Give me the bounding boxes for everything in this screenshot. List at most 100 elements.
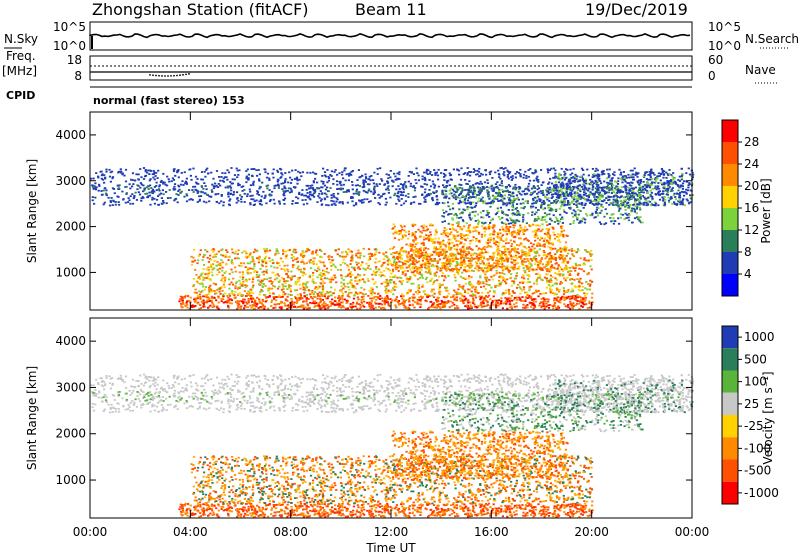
- data-cell: [399, 194, 402, 196]
- data-cell: [252, 298, 255, 300]
- data-cell: [461, 256, 464, 259]
- data-cell: [438, 306, 441, 308]
- data-cell: [412, 299, 415, 302]
- data-cell: [248, 253, 251, 256]
- data-cell: [283, 280, 286, 283]
- data-cell: [541, 269, 544, 271]
- data-cell: [367, 189, 370, 192]
- data-cell: [370, 287, 373, 289]
- data-cell: [128, 199, 131, 202]
- data-cell: [347, 273, 350, 276]
- data-cell: [547, 298, 550, 301]
- data-cell: [370, 255, 373, 257]
- data-cell: [582, 173, 585, 176]
- data-cell: [411, 296, 414, 299]
- data-cell: [155, 172, 158, 174]
- data-cell: [165, 191, 168, 193]
- data-cell: [557, 273, 561, 276]
- data-cell: [208, 195, 211, 198]
- data-cell: [221, 290, 224, 292]
- data-cell: [213, 249, 216, 251]
- data-cell: [346, 253, 349, 256]
- data-cell: [654, 178, 657, 181]
- data-cell: [534, 239, 537, 242]
- data-cell: [506, 174, 509, 176]
- data-cell: [463, 266, 466, 268]
- data-cell: [357, 303, 360, 305]
- data-cell: [529, 193, 532, 196]
- data-cell: [471, 239, 474, 242]
- data-cell: [361, 261, 364, 264]
- data-cell: [498, 263, 501, 265]
- data-cell: [309, 193, 312, 196]
- data-cell: [250, 198, 253, 201]
- data-cell: [264, 250, 267, 252]
- data-cell: [516, 267, 519, 270]
- data-cell: [462, 260, 465, 262]
- data-cell: [487, 294, 491, 297]
- data-cell: [489, 304, 492, 307]
- data-cell: [222, 295, 225, 297]
- data-cell: [510, 258, 513, 261]
- data-cell: [327, 204, 330, 207]
- data-cell: [369, 268, 372, 270]
- data-cell: [109, 171, 112, 174]
- data-cell: [574, 269, 577, 272]
- data-cell: [365, 177, 368, 180]
- data-cell: [256, 257, 259, 260]
- data-cell: [670, 174, 673, 176]
- data-cell: [402, 263, 405, 266]
- data-cell: [227, 305, 230, 308]
- data-cell: [374, 261, 377, 264]
- data-cell: [534, 298, 537, 300]
- data-cell: [174, 174, 177, 177]
- data-cell: [503, 265, 506, 268]
- data-cell: [295, 176, 299, 179]
- data-cell: [183, 171, 186, 174]
- data-cell: [272, 271, 275, 274]
- data-cell: [341, 202, 344, 205]
- data-cell: [545, 255, 548, 258]
- data-cell: [494, 186, 497, 189]
- data-cell: [552, 176, 555, 179]
- data-cell: [321, 285, 324, 288]
- data-cell: [292, 250, 295, 253]
- data-cell: [477, 259, 480, 262]
- data-cell: [419, 255, 422, 258]
- data-cell: [323, 270, 326, 272]
- data-cell: [269, 280, 272, 282]
- data-cell: [191, 189, 194, 191]
- data-cell: [514, 183, 517, 186]
- data-cell: [244, 266, 247, 268]
- data-cell: [272, 296, 275, 298]
- data-cell: [545, 286, 548, 289]
- data-cell: [331, 298, 334, 301]
- data-cell: [336, 253, 339, 256]
- data-cell: [299, 268, 302, 271]
- data-cell: [650, 195, 653, 198]
- data-cell: [290, 257, 293, 259]
- data-cell: [449, 228, 452, 230]
- data-cell: [472, 302, 475, 304]
- data-cell: [456, 231, 459, 233]
- data-cell: [446, 201, 450, 204]
- data-cell: [508, 250, 511, 253]
- data-cell: [484, 273, 487, 276]
- data-cell: [513, 259, 516, 262]
- data-cell: [273, 303, 276, 306]
- data-cell: [380, 297, 383, 300]
- data-cell: [502, 173, 505, 175]
- data-cell: [526, 268, 529, 270]
- data-cell: [590, 259, 593, 261]
- data-cell: [188, 198, 191, 201]
- data-cell: [441, 262, 444, 265]
- data-cell: [281, 283, 284, 286]
- data-cell: [419, 300, 422, 303]
- data-cell: [310, 292, 313, 295]
- data-cell: [537, 261, 540, 264]
- data-cell: [376, 173, 379, 175]
- data-cell: [567, 200, 570, 202]
- data-cell: [538, 304, 541, 307]
- data-cell: [536, 175, 539, 178]
- data-cell: [345, 191, 348, 193]
